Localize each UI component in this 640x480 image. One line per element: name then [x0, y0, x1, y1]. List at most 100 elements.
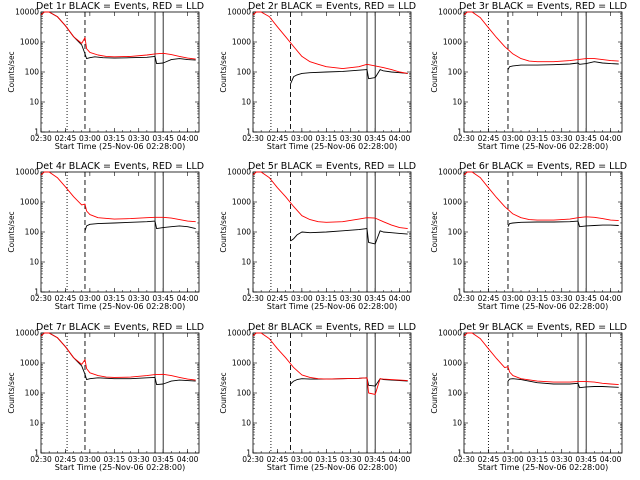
x-axis-label: Start Time (25-Nov-06 02:28:00): [267, 142, 397, 151]
chart-title: Det 2r BLACK = Events, RED = LLD: [248, 1, 416, 12]
plot-frame: [463, 171, 623, 293]
y-tick-label: 1000: [20, 198, 39, 207]
x-tick-label: 03:30: [128, 455, 150, 464]
chart-title: Det 5r BLACK = Events, RED = LLD: [248, 161, 416, 172]
x-axis-label: Start Time (25-Nov-06 02:28:00): [55, 142, 185, 151]
y-tick-label: 100: [448, 389, 463, 398]
x-tick-label: 02:45: [478, 134, 500, 143]
series-line-events: [290, 377, 408, 387]
series-line-events: [40, 11, 196, 65]
y-axis-label: Counts/sec: [219, 51, 228, 92]
x-tick-label: 03:15: [315, 455, 337, 464]
plot-frame: [252, 332, 412, 454]
x-tick-label: 03:45: [152, 134, 174, 143]
series-line-lld: [463, 171, 619, 222]
y-tick-label: 10000: [227, 8, 251, 17]
y-axis-label: Counts/sec: [7, 372, 16, 413]
x-tick-label: 03:45: [575, 134, 597, 143]
series-line-lld: [463, 11, 619, 63]
x-axis-label: Start Time (25-Nov-06 02:28:00): [55, 302, 185, 311]
plot-frame: [40, 171, 200, 293]
x-tick-label: 03:15: [315, 134, 337, 143]
y-tick-label: 100: [25, 68, 40, 77]
y-tick-label: 1: [246, 288, 251, 297]
x-tick-label: 03:30: [128, 134, 150, 143]
x-tick-label: 03:45: [364, 455, 386, 464]
y-tick-label: 1: [457, 128, 462, 137]
y-axis-label: Counts/sec: [430, 51, 439, 92]
y-tick-label: 10: [452, 98, 462, 107]
series-line-lld: [40, 11, 196, 60]
series-line-events: [290, 228, 408, 245]
x-tick-label: 03:30: [340, 134, 362, 143]
x-tick-label: 03:30: [340, 455, 362, 464]
series-line-lld: [40, 332, 196, 381]
x-tick-label: 03:45: [152, 455, 174, 464]
x-tick-label: 02:30: [242, 455, 264, 464]
x-tick-label: 03:45: [152, 294, 174, 303]
y-axis-label: Counts/sec: [7, 211, 16, 252]
y-tick-label: 100: [448, 68, 463, 77]
y-axis-label: Counts/sec: [219, 211, 228, 252]
chart-panel-4: Det 4r BLACK = Events, RED = LLD 1 10 100 10…: [7, 161, 204, 311]
x-tick-label: 03:30: [551, 455, 573, 464]
x-tick-label: 03:00: [79, 294, 101, 303]
x-tick-label: 02:30: [453, 294, 475, 303]
x-tick-label: 03:45: [364, 294, 386, 303]
y-tick-label: 10000: [438, 8, 462, 17]
x-tick-label: 02:45: [478, 455, 500, 464]
y-tick-label: 1000: [232, 198, 251, 207]
x-tick-label: 03:00: [291, 455, 313, 464]
x-tick-label: 02:45: [55, 455, 77, 464]
chart-panel-5: Det 5r BLACK = Events, RED = LLD 1 10 100 10…: [219, 161, 416, 311]
y-tick-label: 10000: [438, 168, 462, 177]
y-tick-label: 10000: [15, 329, 39, 338]
series-line-lld: [463, 332, 619, 386]
x-tick-label: 03:15: [315, 294, 337, 303]
x-axis-label: Start Time (25-Nov-06 02:28:00): [267, 302, 397, 311]
chart-panel-8: Det 8r BLACK = Events, RED = LLD 1 10 100 10…: [219, 322, 416, 472]
x-tick-label: 03:00: [79, 134, 101, 143]
x-tick-label: 03:15: [103, 134, 125, 143]
x-tick-label: 04:00: [600, 455, 622, 464]
x-tick-label: 03:00: [502, 294, 524, 303]
x-tick-label: 02:30: [30, 455, 52, 464]
series-line-events: [40, 332, 196, 386]
x-axis-label: Start Time (25-Nov-06 02:28:00): [267, 463, 397, 472]
y-tick-label: 10000: [227, 329, 251, 338]
x-tick-label: 04:00: [177, 455, 199, 464]
y-tick-label: 10: [452, 419, 462, 428]
y-tick-label: 10: [241, 419, 251, 428]
y-axis-label: Counts/sec: [7, 51, 16, 92]
chart-panel-1: Det 1r BLACK = Events, RED = LLD 1 10 100 10…: [7, 1, 204, 151]
x-axis-label: Start Time (25-Nov-06 02:28:00): [55, 463, 185, 472]
series-line-events: [507, 378, 619, 389]
y-tick-label: 1000: [20, 359, 39, 368]
plot-frame: [463, 11, 623, 133]
x-tick-label: 02:45: [267, 294, 289, 303]
x-tick-label: 03:00: [291, 294, 313, 303]
y-tick-label: 1: [457, 288, 462, 297]
chart-panel-3: Det 3r BLACK = Events, RED = LLD 1 10 100 10…: [430, 1, 627, 151]
y-tick-label: 1000: [443, 38, 462, 47]
chart-title: Det 6r BLACK = Events, RED = LLD: [459, 161, 627, 172]
y-tick-label: 10000: [15, 8, 39, 17]
plot-frame: [40, 332, 200, 454]
series-line-events: [290, 69, 408, 85]
chart-panel-2: Det 2r BLACK = Events, RED = LLD 1 10 100 10…: [219, 1, 416, 151]
x-tick-label: 03:30: [340, 294, 362, 303]
x-tick-label: 02:30: [30, 134, 52, 143]
x-tick-label: 03:15: [526, 455, 548, 464]
y-tick-label: 1: [34, 449, 39, 458]
y-tick-label: 1000: [232, 38, 251, 47]
plot-frame: [40, 11, 200, 133]
y-tick-label: 10: [241, 98, 251, 107]
chart-panel-6: Det 6r BLACK = Events, RED = LLD 1 10 100 10…: [430, 161, 627, 311]
x-tick-label: 03:00: [502, 134, 524, 143]
x-tick-label: 04:00: [177, 134, 199, 143]
x-tick-label: 02:30: [242, 294, 264, 303]
series-line-lld: [40, 171, 196, 223]
y-tick-label: 1000: [443, 198, 462, 207]
